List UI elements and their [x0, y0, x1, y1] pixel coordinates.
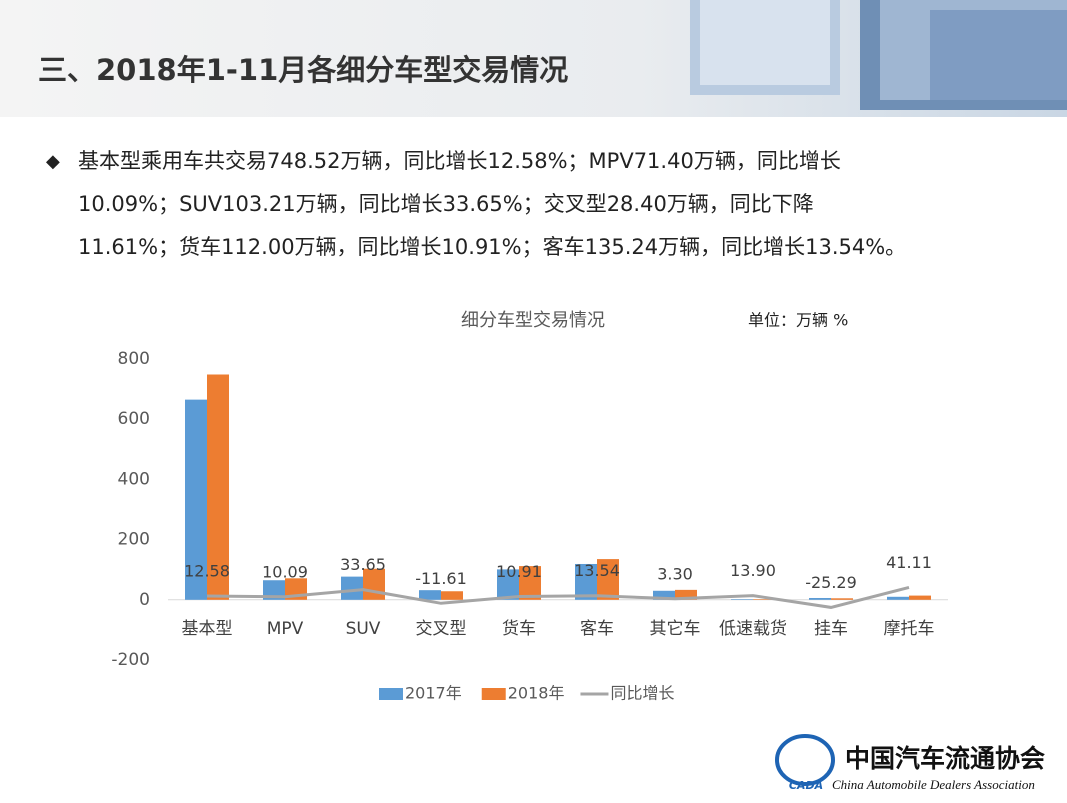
y-tick-label: 400	[118, 469, 150, 489]
data-label: 33.65	[340, 555, 386, 574]
x-tick-label: 挂车	[814, 619, 848, 639]
data-label: 10.09	[262, 562, 308, 581]
bar	[731, 599, 753, 600]
bar	[341, 576, 363, 600]
legend-swatch	[379, 688, 403, 700]
bar	[753, 599, 775, 600]
data-label: 41.11	[886, 553, 932, 572]
bar	[419, 590, 441, 600]
bar	[597, 559, 619, 600]
y-tick-label: 0	[139, 590, 150, 610]
x-tick-label: 基本型	[182, 619, 233, 639]
line	[206, 585, 910, 609]
bar	[831, 598, 853, 600]
data-label: 10.91	[496, 562, 542, 581]
bar	[519, 566, 541, 600]
legend-label: 2017年	[405, 684, 462, 703]
data-label: -11.61	[415, 569, 467, 588]
logo-english: China Automobile Dealers Association	[832, 777, 1035, 792]
x-tick-label: MPV	[267, 619, 304, 639]
y-tick-label: -200	[111, 650, 150, 670]
logo-abbr: CADA	[789, 779, 823, 792]
legend-label: 同比增长	[610, 684, 674, 703]
header-decoration	[690, 0, 1067, 110]
chart-title: 细分车型交易情况	[461, 310, 605, 331]
data-label: -25.29	[805, 573, 857, 592]
bar	[909, 595, 931, 600]
plot: -200 0 200 400 600 800 基本型 MPV SUV 交叉型 货车 客车 其它车 低速载货…	[111, 349, 948, 703]
x-tick-label: 其它车	[650, 619, 701, 639]
x-tick-label: SUV	[346, 619, 381, 639]
bullet-line: 基本型乘用车共交易748.52万辆，同比增长12.58%；MPV71.40万辆，…	[78, 149, 841, 173]
bullet-icon: ◆	[46, 151, 60, 172]
legend-swatch	[481, 688, 506, 700]
logo: CADA 中国汽车流通协会 China Automobile Dealers A…	[775, 734, 1045, 792]
bar	[809, 597, 831, 600]
bullet-line: 11.61%；货车112.00万辆，同比增长10.91%；客车135.24万辆，…	[78, 235, 906, 259]
y-tick-label: 800	[118, 349, 150, 369]
bar	[441, 591, 463, 600]
bar	[675, 589, 697, 600]
logo-name: 中国汽车流通协会	[845, 744, 1045, 773]
x-tick-label: 客车	[580, 619, 614, 639]
data-label: 13.90	[730, 561, 776, 580]
bar	[185, 399, 207, 600]
y-tick-label: 200	[118, 530, 150, 550]
bar	[263, 580, 285, 600]
data-label: 12.58	[184, 562, 230, 581]
bar	[653, 590, 675, 600]
bar	[207, 374, 229, 600]
bullet-line: 10.09%；SUV103.21万辆，同比增长33.65%；交叉型28.40万辆…	[78, 192, 814, 216]
data-label: 13.54	[574, 561, 620, 580]
header-title: 三、2018年1-11月各细分车型交易情况	[38, 53, 568, 87]
legend-label: 2018年	[508, 684, 565, 703]
bar	[575, 563, 597, 600]
unit-note: 单位：万辆 %	[748, 311, 848, 330]
y-tick-label: 600	[118, 409, 150, 429]
x-tick-label: 交叉型	[416, 619, 467, 639]
bar	[887, 596, 909, 600]
data-label: 3.30	[657, 564, 693, 583]
bar	[497, 569, 519, 600]
x-tick-label: 货车	[502, 619, 536, 639]
x-tick-label: 低速载货	[719, 619, 787, 639]
x-tick-label: 摩托车	[884, 619, 935, 639]
